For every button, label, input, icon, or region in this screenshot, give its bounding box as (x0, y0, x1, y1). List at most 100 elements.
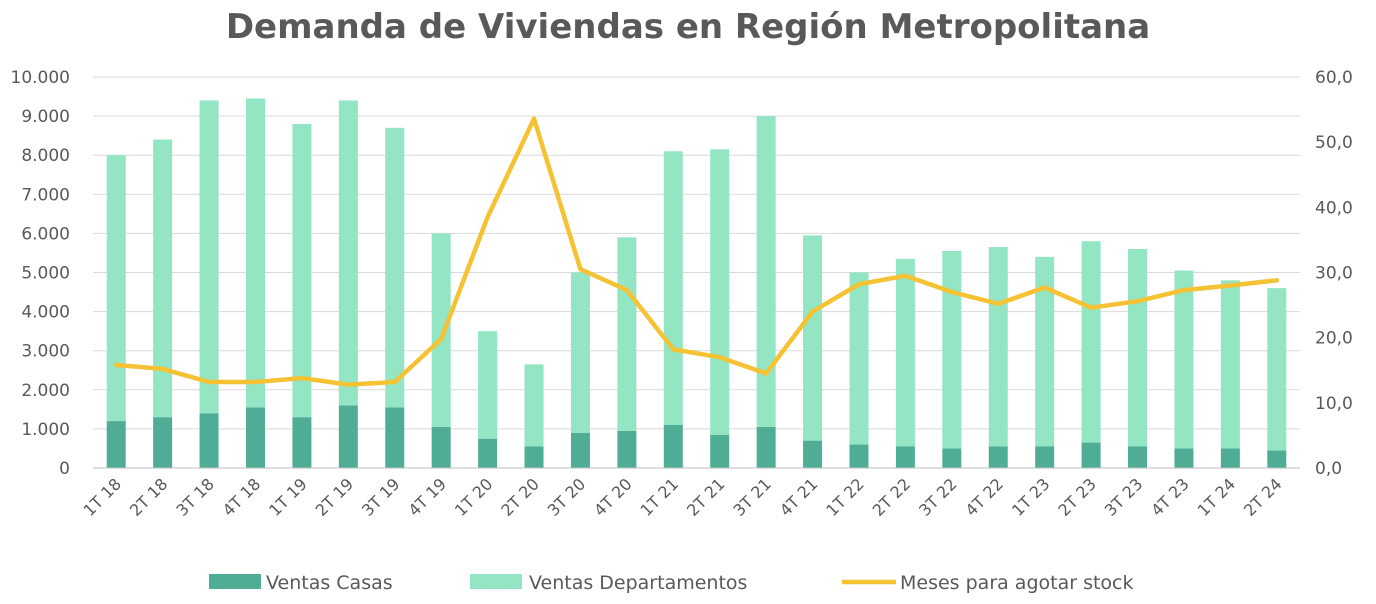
gridlines (93, 76, 1300, 469)
x-tick-label: 4T 20 (590, 474, 636, 520)
x-tick-label: 3T 19 (358, 474, 404, 520)
legend-item-meses-para-agotar-stock: Meses para agotar stock (842, 572, 1134, 594)
x-axis: 1T 18 2T 18 3T 18 4T 18 1T 19 2T 19 3T 19 4T 19… (79, 467, 1300, 520)
x-tick-label: 4T 18 (219, 474, 265, 520)
y-axis-left: 0 1.000 2.000 3.000 4.000 5.000 6.000 7.000 8.00… (11, 68, 70, 479)
bar-ventas-casas (570, 432, 590, 468)
x-tick-label: 3T 18 (172, 474, 218, 520)
bar-ventas-departamentos (153, 139, 173, 418)
legend: Ventas Casas Ventas Departamentos Meses pa… (209, 572, 1134, 594)
y-left-tick-label: 2.000 (21, 381, 70, 401)
bar-ventas-departamentos (338, 100, 358, 406)
y-left-tick-label: 5.000 (21, 264, 70, 284)
x-tick-label: 1T 19 (265, 474, 311, 520)
bar-ventas-casas (524, 446, 544, 468)
bar-ventas-departamentos (570, 272, 590, 433)
bar-ventas-casas (292, 417, 312, 468)
legend-label: Ventas Casas (266, 572, 393, 594)
legend-swatch (209, 574, 261, 589)
bar-ventas-departamentos (524, 364, 544, 447)
x-tick-label: 2T 23 (1054, 474, 1100, 520)
bar-ventas-departamentos (1081, 241, 1101, 443)
legend-label: Ventas Departamentos (529, 572, 747, 594)
bars (106, 98, 1287, 468)
bar-ventas-casas (199, 413, 219, 468)
y-left-tick-label: 1.000 (21, 420, 70, 440)
y-left-tick-label: 7.000 (21, 185, 70, 205)
y-right-tick-label: 50,0 (1315, 133, 1353, 153)
bar-ventas-casas (849, 444, 869, 468)
y-right-tick-label: 20,0 (1315, 329, 1353, 349)
bar-ventas-departamentos (617, 237, 637, 431)
bar-ventas-departamentos (1035, 256, 1055, 447)
legend-item-ventas-departamentos: Ventas Departamentos (470, 572, 747, 594)
line-series (113, 116, 1280, 387)
bar-ventas-departamentos (292, 123, 312, 418)
y-right-tick-label: 40,0 (1315, 198, 1353, 218)
x-tick-label: 4T 19 (404, 474, 450, 520)
legend-swatch (470, 574, 522, 589)
bar-ventas-departamentos (663, 151, 683, 425)
bar-ventas-departamentos (895, 258, 915, 447)
x-tick-label: 1T 22 (822, 474, 868, 520)
bar-ventas-casas (338, 405, 358, 468)
x-tick-label: 1T 18 (79, 474, 125, 520)
bar-ventas-departamentos (385, 127, 405, 408)
bar-ventas-casas (1128, 446, 1148, 468)
bar-ventas-casas (895, 446, 915, 468)
bar-ventas-casas (245, 407, 265, 468)
x-tick-label: 1T 21 (637, 474, 683, 520)
bar-ventas-departamentos (756, 116, 776, 427)
bar-ventas-casas (710, 434, 730, 468)
bar-ventas-departamentos (803, 235, 823, 441)
bar-ventas-departamentos (1128, 249, 1148, 447)
bar-ventas-casas (663, 424, 683, 468)
y-right-tick-label: 30,0 (1315, 264, 1353, 284)
y-left-tick-label: 6.000 (21, 224, 70, 244)
bar-ventas-departamentos (1220, 280, 1240, 449)
bar-ventas-departamentos (1267, 288, 1287, 451)
y-left-tick-label: 4.000 (21, 303, 70, 323)
x-tick-label: 2T 20 (497, 474, 543, 520)
bar-ventas-casas (1174, 448, 1194, 468)
x-tick-label: 2T 19 (312, 474, 358, 520)
bar-ventas-casas (942, 448, 962, 468)
line-meses-para-agotar-stock (113, 116, 1280, 387)
bar-ventas-casas (431, 426, 451, 468)
bar-ventas-casas (1035, 446, 1055, 468)
x-tick-label: 2T 22 (869, 474, 915, 520)
bar-ventas-casas (756, 426, 776, 468)
bar-ventas-casas (385, 407, 405, 468)
chart-title: Demanda de Viviendas en Región Metropoli… (226, 7, 1150, 47)
x-tick-label: 4T 21 (776, 474, 822, 520)
bar-ventas-departamentos (710, 149, 730, 435)
bar-ventas-casas (1081, 442, 1101, 468)
bar-ventas-casas (803, 440, 823, 468)
bar-ventas-departamentos (849, 272, 869, 445)
bar-ventas-departamentos (431, 233, 451, 427)
y-left-tick-label: 3.000 (21, 342, 70, 362)
bar-ventas-casas (988, 446, 1008, 468)
y-right-tick-label: 10,0 (1315, 394, 1353, 414)
bar-ventas-departamentos (988, 247, 1008, 447)
y-left-tick-label: 9.000 (21, 107, 70, 127)
x-tick-label: 1T 24 (1194, 474, 1240, 520)
bar-ventas-departamentos (942, 250, 962, 449)
x-tick-label: 1T 23 (1008, 474, 1054, 520)
x-tick-label: 1T 20 (451, 474, 497, 520)
x-tick-label: 2T 21 (683, 474, 729, 520)
y-left-tick-label: 8.000 (21, 146, 70, 166)
x-tick-label: 3T 21 (729, 474, 775, 520)
bar-ventas-casas (1220, 448, 1240, 468)
x-tick-label: 4T 22 (962, 474, 1008, 520)
bar-ventas-departamentos (1174, 270, 1194, 449)
x-tick-label: 3T 23 (1101, 474, 1147, 520)
bar-ventas-departamentos (478, 331, 498, 439)
bar-ventas-departamentos (199, 100, 219, 414)
bar-ventas-casas (106, 421, 126, 468)
legend-item-ventas-casas: Ventas Casas (209, 572, 393, 594)
y-left-tick-label: 10.000 (11, 68, 70, 88)
bar-ventas-departamentos (106, 155, 126, 422)
